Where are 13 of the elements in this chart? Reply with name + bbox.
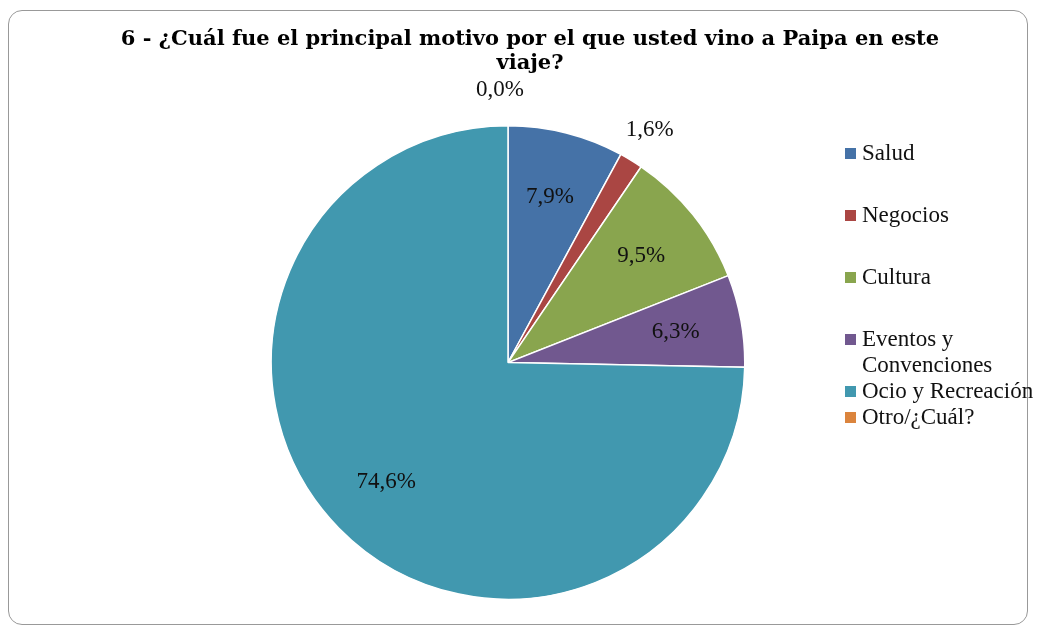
data-label: 74,6% — [356, 467, 416, 493]
data-label: 1,6% — [625, 116, 674, 142]
legend-label: Cultura — [862, 264, 931, 290]
data-label: 6,3% — [651, 318, 700, 344]
legend-label: Eventos y Convenciones — [862, 326, 994, 378]
legend-label: Salud — [862, 140, 915, 166]
legend-label: Ocio y Recreación — [862, 378, 1034, 404]
data-label: 7,9% — [525, 183, 574, 209]
legend-label: Otro/¿Cuál? — [862, 404, 975, 430]
chart-title: 6 - ¿Cuál fue el principal motivo por el que usted vino a Paipa en este viaje? — [120, 25, 940, 74]
text: 0,0% — [476, 76, 524, 102]
data-label: 9,5% — [617, 242, 666, 268]
legend-label: Negocios — [862, 202, 949, 228]
